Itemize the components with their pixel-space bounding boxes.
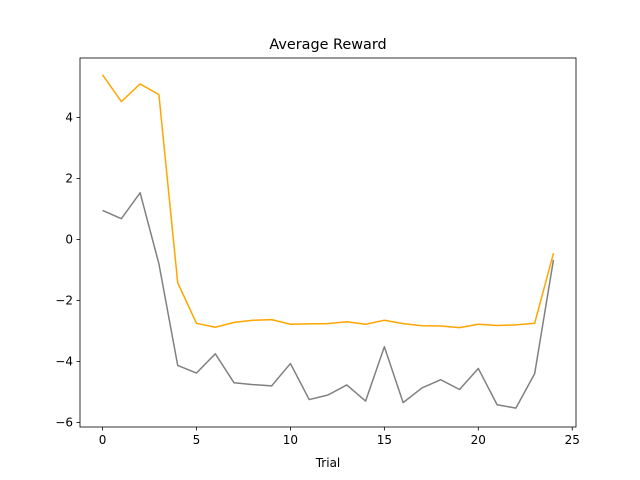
y-tick-label: −4 — [55, 355, 73, 369]
series-layer — [101, 74, 555, 409]
series-line-1 — [101, 74, 555, 329]
y-tick-label: −6 — [55, 416, 73, 430]
x-tick-label: 5 — [193, 433, 201, 447]
y-tick-label: 0 — [65, 233, 73, 247]
x-tick-label: 15 — [377, 433, 392, 447]
x-tick-label: 0 — [99, 433, 107, 447]
x-axis-label: Trial — [315, 456, 341, 470]
x-axis: 0 5 10 15 20 25 — [99, 427, 580, 447]
x-tick-label: 10 — [283, 433, 298, 447]
plot-frame — [79, 57, 577, 428]
y-axis: −6 −4 −2 0 2 4 — [55, 111, 80, 430]
x-tick-label: 20 — [471, 433, 486, 447]
y-tick-label: 4 — [65, 111, 73, 125]
chart-title: Average Reward — [269, 37, 386, 53]
y-tick-label: 2 — [65, 172, 73, 186]
x-tick-label: 25 — [565, 433, 580, 447]
series-line-2 — [102, 192, 555, 409]
y-tick-label: −2 — [55, 294, 73, 308]
